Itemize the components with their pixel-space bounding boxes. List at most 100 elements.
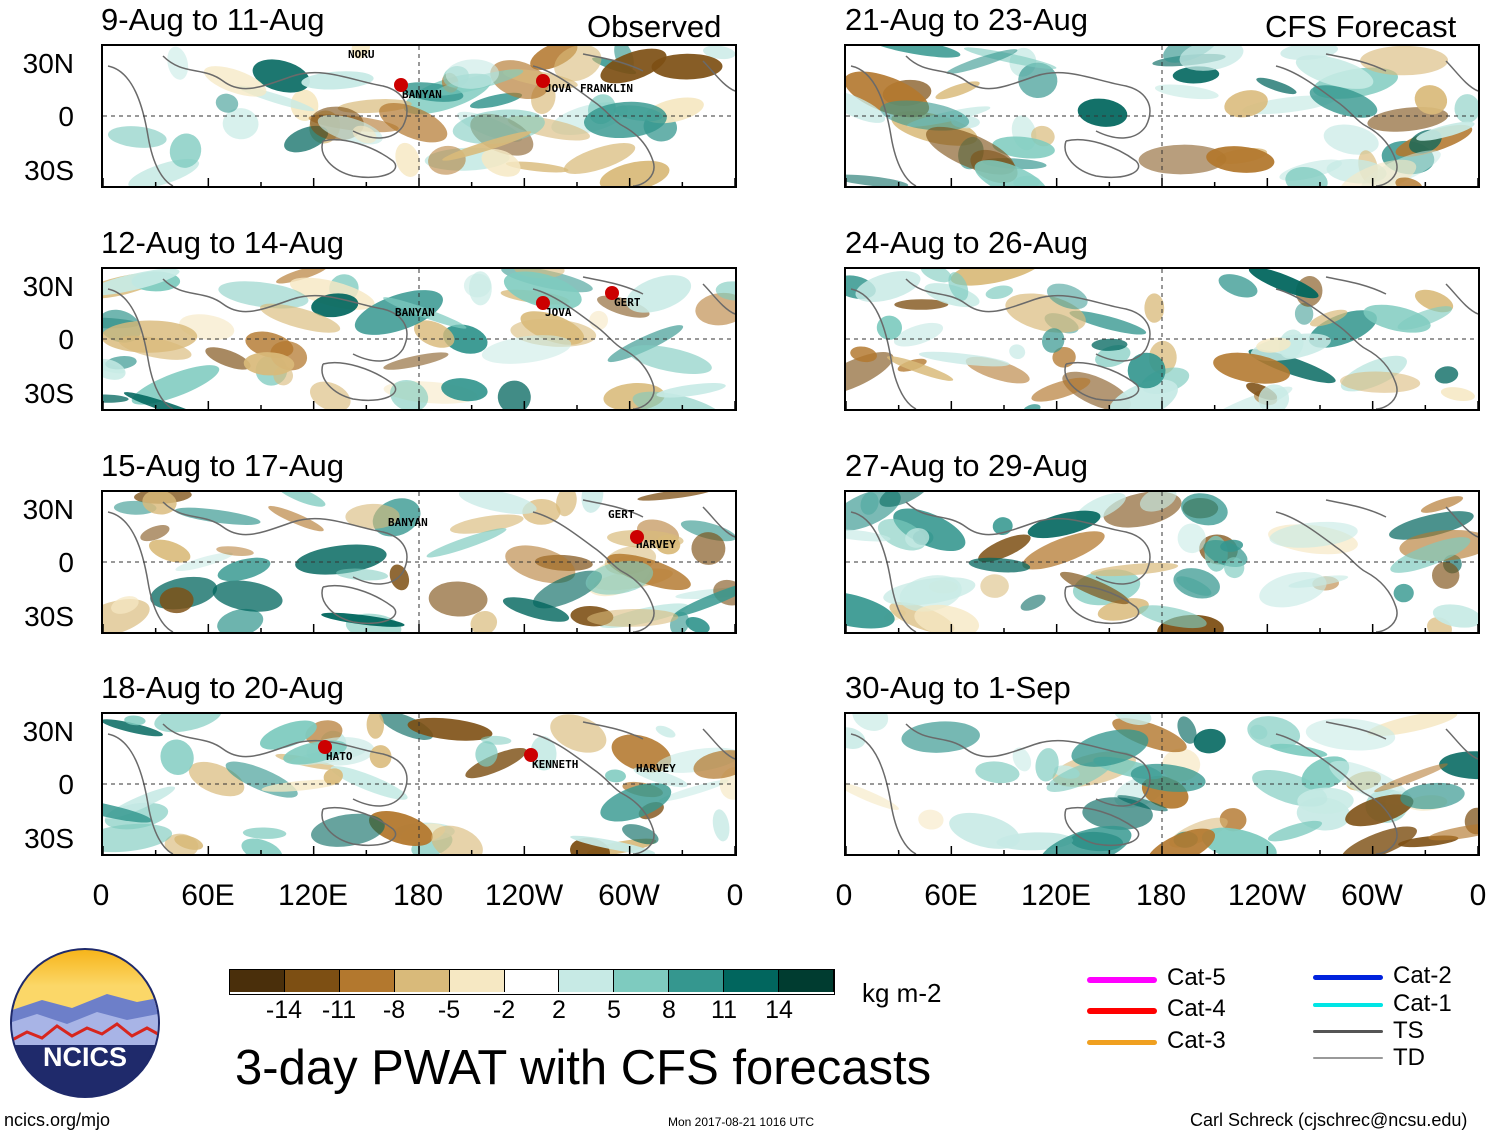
anomaly-blob [111, 596, 139, 614]
anomaly-blob [1269, 521, 1358, 548]
anomaly-blob [622, 824, 659, 845]
hurricane-icon [394, 78, 408, 92]
panel-title-obs-2: 12-Aug to 14-Aug [101, 225, 345, 260]
legend-label: Cat-1 [1393, 990, 1452, 1017]
anomaly-blob [883, 577, 976, 606]
anomaly-blob [1267, 820, 1323, 842]
lon-label: 180 [1135, 879, 1187, 912]
colorbar-tick: -5 [437, 996, 461, 1024]
anomaly-blob [169, 133, 202, 168]
anomaly-blob [914, 604, 980, 632]
anomaly-blob [968, 557, 1031, 573]
legend-label: Cat-2 [1393, 962, 1452, 989]
anomaly-blob [463, 273, 492, 298]
anomaly-blob [1107, 379, 1178, 409]
anomaly-blob [1138, 605, 1207, 629]
colorbar-tick: 8 [662, 996, 676, 1024]
anomaly-blob [1285, 166, 1328, 186]
anomaly-blob [846, 591, 895, 629]
lon-label: 0 [835, 879, 853, 912]
anomaly-blob [1077, 98, 1128, 127]
anomaly-blob [695, 292, 735, 326]
anomaly-blob [599, 160, 670, 186]
anomaly-blob [1397, 306, 1453, 330]
anomaly-blob [626, 275, 692, 313]
anomaly-blob [261, 779, 341, 792]
anomaly-blob [1020, 594, 1046, 611]
anomaly-blob [217, 557, 271, 582]
anomaly-blob [1127, 352, 1166, 389]
coastline [107, 276, 735, 409]
anomaly-blob [311, 813, 385, 847]
anomaly-blob [167, 46, 189, 80]
panel-title-obs-3: 15-Aug to 17-Aug [101, 448, 345, 483]
anomaly-blob [481, 149, 521, 177]
anomaly-blob [846, 352, 894, 395]
anomaly-blob [637, 492, 714, 501]
panel-title-fcst-1: 21-Aug to 23-Aug [845, 2, 1089, 37]
coastline [850, 276, 1478, 409]
colorbar-tick: 5 [607, 996, 621, 1024]
anomaly-blob [379, 103, 448, 143]
legend-swatch [1087, 1040, 1157, 1045]
anomaly-blob [587, 608, 679, 627]
lat-label-0: 0 [58, 101, 74, 132]
colorbar-cell [614, 970, 670, 992]
anomaly-blob [1035, 748, 1059, 782]
anomaly-blob [103, 358, 126, 380]
anomaly-blob [905, 528, 930, 548]
anomaly-blob [1193, 728, 1226, 754]
anomaly-blob [879, 492, 931, 507]
anomaly-blob [1181, 493, 1228, 526]
anomaly-blob [712, 809, 730, 842]
anomaly-blob [627, 345, 712, 375]
hurricane-icon [536, 74, 550, 88]
colorbar-cell [504, 970, 560, 992]
anomaly-blob [920, 269, 952, 283]
anomaly-blob [980, 574, 1009, 598]
anomaly-blob [880, 100, 970, 131]
legend-label: Cat-5 [1167, 964, 1226, 991]
anomaly-blob [450, 514, 524, 534]
anomaly-blob [1258, 384, 1290, 409]
anomaly-blob [949, 812, 1020, 849]
anomaly-blob [108, 126, 167, 148]
anomaly-blob [607, 325, 684, 363]
panel-title-obs-4: 18-Aug to 20-Aug [101, 670, 345, 705]
lon-label: 0 [1469, 879, 1487, 912]
anomaly-blob [159, 587, 194, 614]
legend-label: Cat-3 [1167, 1027, 1226, 1054]
anomaly-blob [103, 823, 173, 853]
anomaly-blob [431, 825, 483, 854]
colorbar-cell [669, 970, 725, 992]
anomaly-blob [1374, 763, 1448, 793]
anomaly-blob [1147, 828, 1216, 854]
anomaly-blob [395, 142, 421, 177]
legend-label: Cat-4 [1167, 995, 1226, 1022]
anomaly-blob [1390, 537, 1471, 573]
anomaly-blob [1280, 46, 1338, 61]
colorbar-tick: -11 [321, 996, 357, 1024]
anomaly-blob [383, 297, 467, 329]
storm-label: BANYAN [388, 516, 428, 529]
anomaly-blob [1259, 572, 1327, 608]
hurricane-icon [536, 296, 550, 310]
lon-label: 60W [1341, 879, 1403, 912]
storm-label: JOVA [545, 82, 572, 95]
footer-url[interactable]: ncics.org/mjo [4, 1110, 111, 1130]
anomaly-blob [1112, 718, 1187, 753]
legend-swatch [1087, 1008, 1157, 1014]
legend-label: TD [1393, 1044, 1425, 1071]
anomaly-blob [685, 617, 710, 632]
hurricane-icon [318, 740, 332, 754]
anomaly-blob [1022, 531, 1105, 570]
anomaly-blob [123, 392, 209, 409]
legend-swatch [1313, 975, 1383, 980]
anomaly-blob [1173, 568, 1220, 599]
anomaly-blob [1432, 561, 1460, 589]
panel-title-fcst-3: 27-Aug to 29-Aug [845, 448, 1089, 483]
lat-label-30s: 30S [24, 155, 74, 186]
anomaly-blob [442, 131, 532, 161]
coastline [850, 499, 1478, 632]
anomaly-blob [978, 534, 1031, 563]
